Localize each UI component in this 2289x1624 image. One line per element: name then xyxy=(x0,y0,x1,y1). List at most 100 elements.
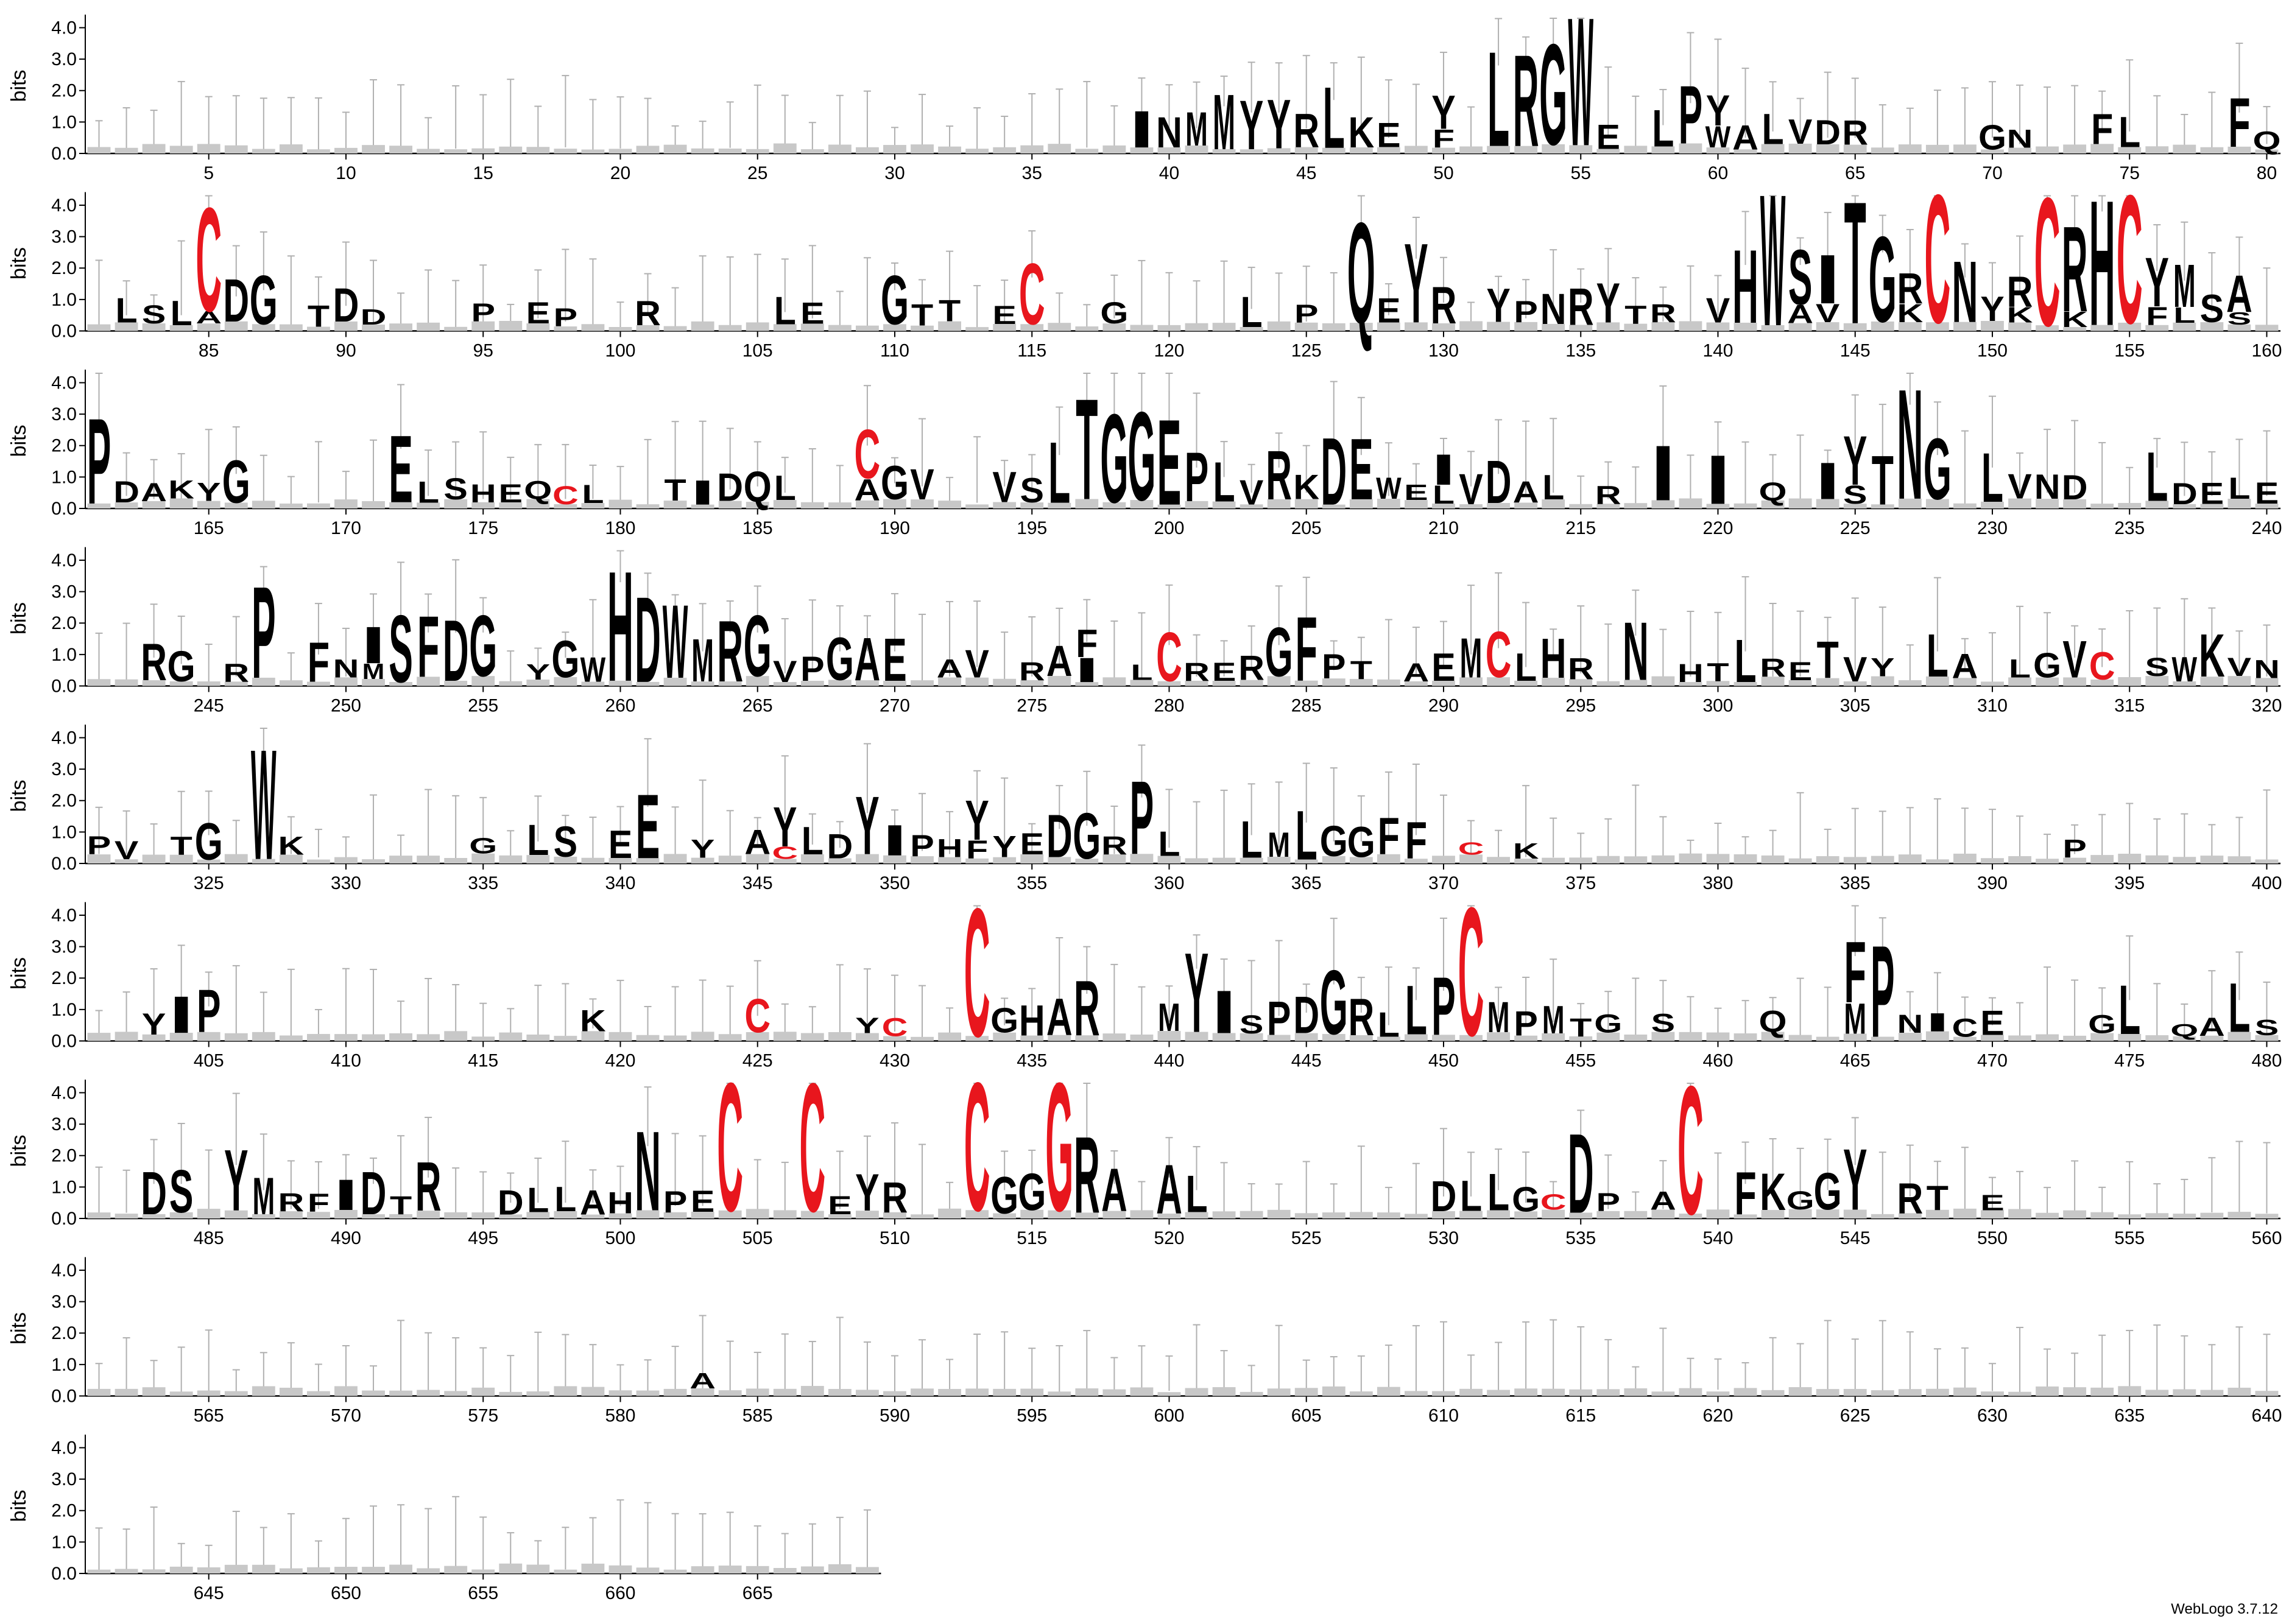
minor-residue-stack xyxy=(1020,680,1044,686)
x-tick-label: 340 xyxy=(605,873,635,893)
residue-letter: G xyxy=(1814,1162,1842,1221)
minor-residue-stack xyxy=(2063,327,2087,331)
minor-residue-stack xyxy=(87,854,111,863)
y-tick-label: 0.0 xyxy=(51,1209,77,1229)
minor-residue-stack xyxy=(417,1390,440,1396)
minor-residue-stack xyxy=(526,680,550,686)
minor-residue-stack xyxy=(389,1214,412,1218)
minor-residue-stack xyxy=(746,1032,769,1041)
minor-residue-stack xyxy=(307,681,330,686)
minor-residue-stack xyxy=(2008,322,2031,331)
minor-residue-stack xyxy=(252,324,275,331)
minor-residue-stack xyxy=(1102,145,1126,153)
residue-letter: Y xyxy=(1486,278,1510,332)
minor-residue-stack xyxy=(1569,1036,1593,1041)
residue-letter: C xyxy=(1458,838,1484,858)
residue-letter: G xyxy=(1100,295,1128,330)
minor-residue-stack xyxy=(608,1565,632,1573)
residue-letter: M xyxy=(1460,627,1483,690)
residue-letter: E xyxy=(828,1190,852,1220)
minor-residue-stack xyxy=(2227,1212,2251,1218)
y-tick-label: 2.0 xyxy=(51,613,77,633)
x-tick-label: 260 xyxy=(605,696,635,716)
minor-residue-stack xyxy=(307,1034,330,1041)
minor-residue-stack xyxy=(417,1034,440,1041)
residue-letter: S xyxy=(2145,652,2170,681)
x-tick-label: 370 xyxy=(1428,873,1459,893)
minor-residue-stack xyxy=(746,1566,769,1573)
minor-residue-stack xyxy=(1267,856,1291,863)
minor-residue-stack xyxy=(1377,1212,1400,1218)
minor-residue-stack xyxy=(1734,1214,1757,1218)
residue-letter: S xyxy=(1240,1010,1264,1039)
y-tick-label: 3.0 xyxy=(51,759,77,779)
minor-residue-stack xyxy=(1185,501,1208,508)
x-tick-label: 330 xyxy=(331,873,361,893)
minor-residue-stack xyxy=(828,325,852,331)
y-tick-label: 2.0 xyxy=(51,1323,77,1343)
residue-letter: L xyxy=(1487,1162,1509,1222)
x-tick-label: 515 xyxy=(1017,1228,1047,1248)
x-tick-label: 220 xyxy=(1702,518,1733,538)
minor-residue-stack xyxy=(2063,677,2087,686)
minor-residue-stack xyxy=(279,1568,303,1573)
residue-letter: C xyxy=(1677,1048,1704,1253)
residue-letter: S xyxy=(443,471,467,506)
minor-residue-stack xyxy=(252,1032,275,1041)
minor-residue-stack xyxy=(1048,857,1071,863)
x-tick-label: 545 xyxy=(1840,1228,1871,1248)
residue-letter: K xyxy=(2199,622,2225,690)
residue-letter: K xyxy=(1293,468,1319,507)
minor-residue-stack xyxy=(224,321,248,331)
residue-letter: G xyxy=(222,448,250,516)
residue-letter: S xyxy=(1651,1008,1676,1038)
residue-letter: C xyxy=(1458,870,1484,1074)
residue-letter: E xyxy=(1377,291,1400,330)
residue-letter: L xyxy=(1323,70,1345,167)
minor-residue-stack xyxy=(471,1569,495,1573)
residue-letter: Y xyxy=(1843,1131,1867,1228)
x-tick-label: 240 xyxy=(2251,518,2282,538)
minor-residue-stack xyxy=(526,1034,550,1041)
minor-residue-stack xyxy=(1157,325,1181,331)
minor-residue-stack xyxy=(1788,1035,1812,1041)
y-axis-label: bits xyxy=(7,247,30,279)
minor-residue-stack xyxy=(1102,854,1126,863)
residue-letter: V xyxy=(773,654,797,689)
residue-letter: V xyxy=(1816,298,1840,328)
residue-letter: D xyxy=(1321,418,1347,526)
minor-residue-stack xyxy=(1981,681,2004,686)
minor-residue-stack xyxy=(115,1388,138,1396)
residue-letter: Y xyxy=(1240,86,1263,164)
minor-residue-stack xyxy=(965,1388,989,1396)
minor-residue-stack xyxy=(828,1564,852,1573)
minor-residue-stack xyxy=(197,1032,220,1041)
minor-residue-stack xyxy=(1349,678,1373,686)
x-tick-label: 375 xyxy=(1565,873,1596,893)
residue-letter: D xyxy=(717,466,743,510)
minor-residue-stack xyxy=(1294,147,1318,153)
x-tick-label: 235 xyxy=(2114,518,2145,538)
minor-residue-stack xyxy=(526,1212,550,1218)
minor-residue-stack xyxy=(252,1214,275,1218)
minor-residue-stack xyxy=(691,504,714,508)
residue-letter: G xyxy=(881,455,909,509)
minor-residue-stack xyxy=(1212,1211,1236,1218)
minor-residue-stack xyxy=(2008,1035,2031,1041)
residue-letter: C xyxy=(799,1046,825,1250)
minor-residue-stack xyxy=(87,324,111,331)
residue-letter: C xyxy=(1019,246,1045,343)
y-tick-label: 1.0 xyxy=(51,822,77,842)
residue-letter: D xyxy=(827,827,853,866)
minor-residue-stack xyxy=(1788,498,1812,508)
minor-residue-stack xyxy=(1130,1387,1154,1396)
minor-residue-stack xyxy=(1322,504,1346,508)
residue-letter: G xyxy=(1320,951,1348,1053)
residue-letter: A xyxy=(2226,264,2252,323)
minor-residue-stack xyxy=(993,1213,1017,1218)
residue-letter: R xyxy=(1101,831,1127,860)
x-tick-label: 400 xyxy=(2251,873,2282,893)
residue-letter: G xyxy=(168,641,196,691)
minor-residue-stack xyxy=(1514,322,1538,331)
minor-residue-stack xyxy=(2118,677,2142,686)
